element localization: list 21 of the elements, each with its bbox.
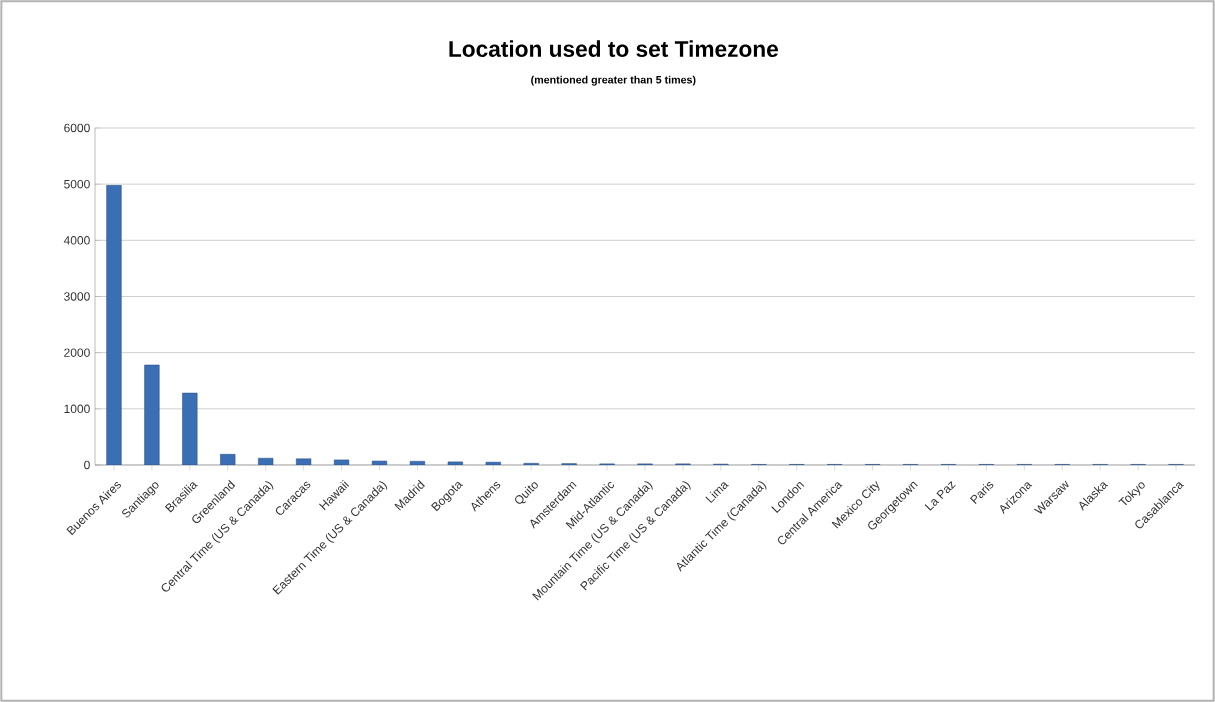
y-tick-label: 5000 <box>64 179 90 189</box>
y-tick-label: 0 <box>84 460 90 470</box>
y-tick-label: 1000 <box>64 404 90 414</box>
bar <box>447 461 463 465</box>
y-tick-label: 6000 <box>64 123 90 133</box>
y-tick-label: 4000 <box>63 236 90 245</box>
y-tick-label: 3000 <box>64 292 90 301</box>
chart-title: Location used to set Timezone <box>449 40 778 57</box>
bar <box>296 458 312 465</box>
bar <box>409 461 426 465</box>
bar <box>258 457 274 465</box>
x-tick-label: La Paz <box>924 481 956 511</box>
bar <box>485 461 501 465</box>
bar <box>182 392 198 465</box>
bar <box>106 185 122 465</box>
bar <box>333 459 350 465</box>
chart-subtitle: (mentioned greater than 5 times) <box>531 75 696 86</box>
y-tick-label: 2000 <box>64 348 90 357</box>
bar <box>144 364 160 465</box>
bar <box>220 454 236 465</box>
bar <box>371 460 388 465</box>
